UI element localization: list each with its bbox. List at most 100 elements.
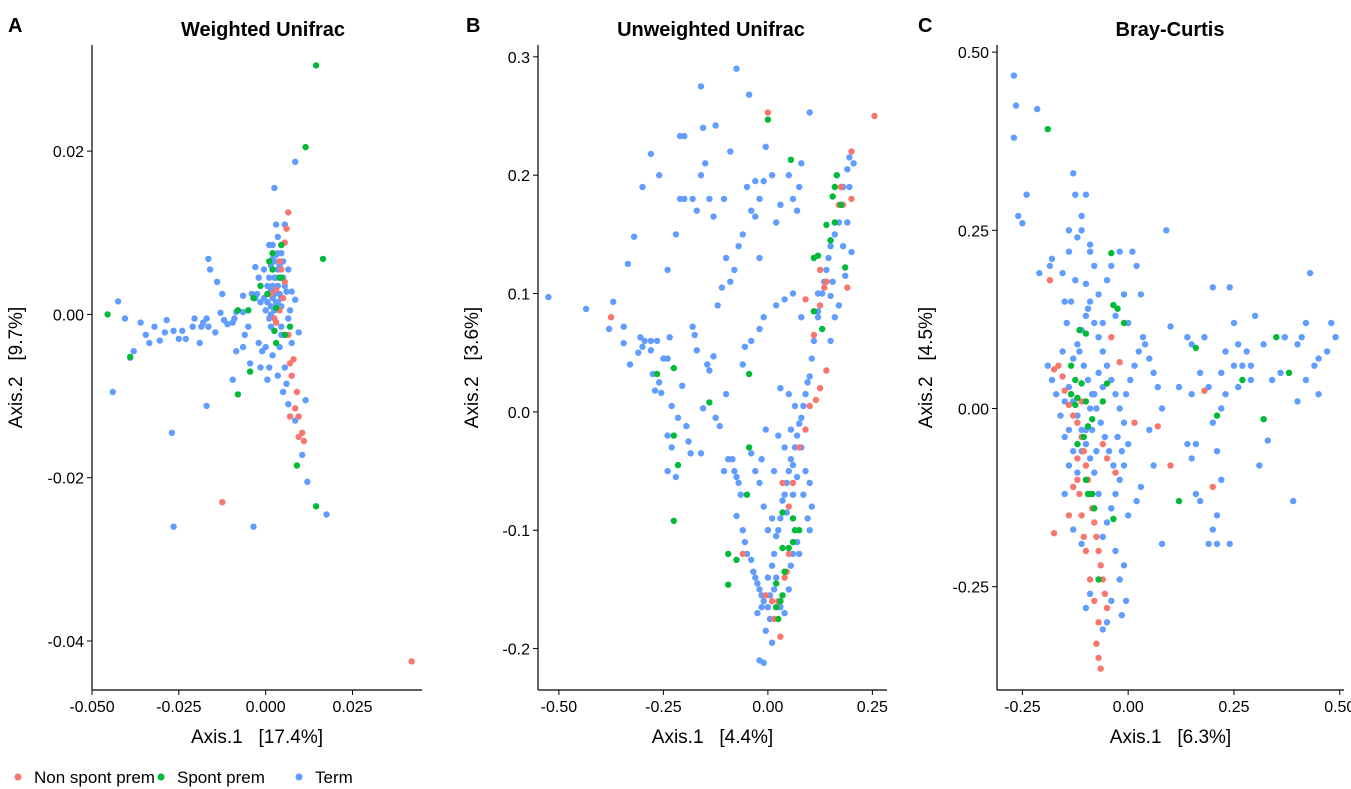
data-point [1095, 547, 1102, 555]
data-point [754, 580, 761, 587]
data-point [735, 479, 742, 487]
data-point [114, 298, 122, 305]
data-point [1277, 369, 1284, 376]
data-point [844, 219, 851, 226]
data-point [264, 376, 271, 383]
data-point [213, 278, 221, 285]
data-point [1044, 125, 1052, 133]
data-point [1315, 391, 1322, 398]
data-point [1103, 380, 1111, 387]
data-point [1078, 512, 1085, 519]
data-point [806, 479, 813, 487]
panel-title: Bray-Curtis [1116, 19, 1225, 41]
data-point [151, 323, 158, 330]
data-point [798, 160, 805, 167]
data-point [1260, 341, 1267, 348]
data-point [1078, 227, 1085, 234]
data-point [229, 376, 236, 383]
data-point [1264, 437, 1272, 444]
data-point [800, 402, 807, 410]
data-point [802, 390, 809, 398]
data-point [1086, 590, 1094, 597]
data-point [161, 329, 169, 336]
data-point [1213, 512, 1221, 519]
data-point [827, 292, 834, 300]
x-tick-label: 0.00 [752, 699, 783, 716]
data-point [1154, 423, 1162, 430]
data-point [1070, 526, 1077, 533]
data-point [1012, 102, 1020, 109]
data-point [639, 343, 646, 350]
data-point [220, 316, 228, 324]
data-point [264, 290, 271, 298]
y-tick-label: -0.25 [953, 580, 990, 597]
data-point [1205, 540, 1212, 548]
data-point [848, 195, 855, 203]
panel-letter: B [466, 15, 480, 37]
data-point [789, 195, 797, 203]
data-point [1209, 483, 1217, 491]
data-point [295, 433, 302, 441]
data-point [1120, 462, 1128, 469]
data-point [1108, 262, 1115, 270]
data-point [1201, 334, 1208, 341]
data-point [785, 550, 792, 558]
data-point [312, 503, 320, 510]
data-point [737, 491, 744, 498]
data-point [626, 361, 634, 368]
data-point [1086, 455, 1094, 462]
data-point [656, 172, 663, 179]
data-point [781, 574, 788, 581]
data-point [269, 250, 276, 257]
data-point [1097, 665, 1104, 672]
data-point [706, 367, 713, 374]
x-tick-label: 0.50 [1324, 699, 1351, 716]
data-point [1110, 515, 1117, 523]
data-point [1235, 341, 1242, 348]
data-point [1108, 376, 1115, 384]
data-point [789, 479, 797, 487]
data-point [1099, 398, 1107, 405]
series-term [1010, 72, 1339, 633]
data-point [272, 221, 280, 228]
data-point [1078, 540, 1085, 548]
data-point [1311, 362, 1318, 369]
data-point [1065, 512, 1073, 519]
data-point [1059, 348, 1066, 355]
data-point [787, 426, 795, 433]
data-point [831, 314, 838, 321]
data-point [1188, 391, 1195, 398]
x-tick-label: -0.050 [69, 699, 114, 716]
data-point [846, 154, 853, 161]
data-point [246, 360, 254, 367]
data-point [1091, 319, 1098, 327]
y-tick-label: -0.04 [48, 634, 85, 651]
data-point [239, 292, 247, 299]
y-tick-label: 0.3 [508, 50, 530, 67]
data-point [672, 473, 680, 481]
data-point [768, 515, 776, 522]
data-point [1095, 490, 1102, 498]
data-point [689, 323, 696, 330]
data-point [1112, 312, 1119, 319]
data-point [1082, 604, 1090, 612]
data-point [808, 355, 815, 362]
data-point [748, 450, 755, 457]
data-point [292, 296, 299, 303]
data-point [1222, 391, 1229, 398]
data-point [1093, 448, 1100, 455]
data-point [760, 503, 767, 510]
data-point [1084, 376, 1092, 384]
data-point [1103, 362, 1111, 369]
data-point [831, 183, 838, 191]
data-point [1072, 376, 1079, 384]
data-point [1095, 576, 1102, 583]
data-point [752, 574, 759, 581]
data-point [286, 323, 294, 330]
data-point [239, 343, 247, 351]
data-point [1095, 654, 1102, 662]
data-point [720, 195, 728, 203]
data-point [285, 315, 292, 322]
data-point [664, 266, 671, 274]
data-point [1078, 380, 1085, 387]
